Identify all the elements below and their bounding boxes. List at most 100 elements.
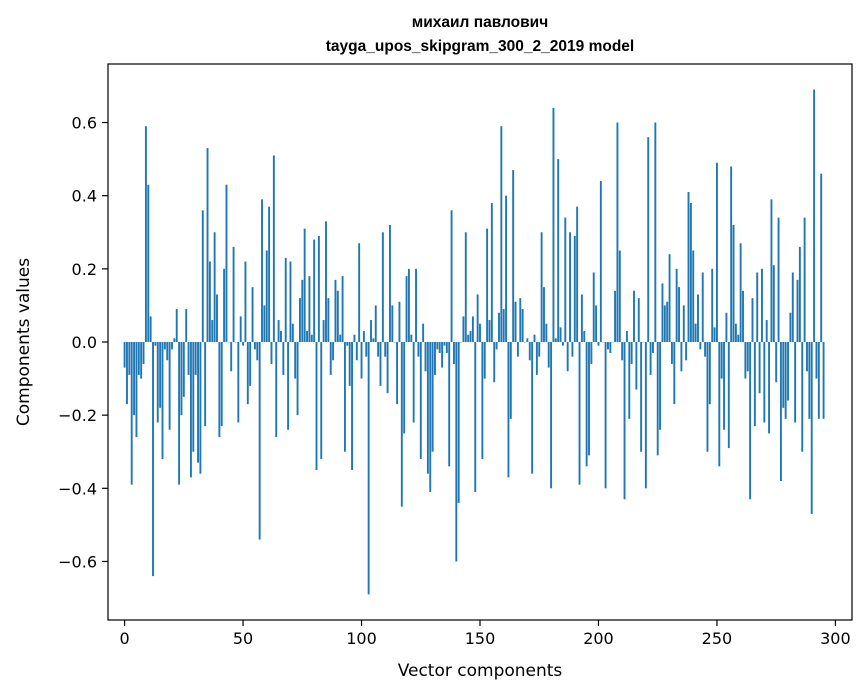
bar-series [123, 89, 825, 595]
bar-281 [789, 312, 792, 342]
bar-78 [308, 276, 311, 342]
bar-285 [798, 246, 801, 342]
bar-104 [370, 320, 372, 342]
bar-22 [175, 309, 178, 342]
bar-214 [630, 342, 633, 364]
bar-282 [791, 272, 794, 342]
bar-248 [711, 268, 714, 342]
bar-289 [808, 342, 811, 419]
bar-147 [471, 316, 474, 342]
bar-165 [514, 301, 517, 342]
bar-262 [744, 342, 747, 379]
bar-231 [670, 342, 673, 364]
bar-144 [464, 232, 467, 342]
bar-273 [770, 199, 773, 342]
bar-224 [654, 122, 657, 342]
bar-292 [815, 342, 818, 379]
bar-161 [505, 195, 508, 342]
x-tick-label-150: 150 [465, 629, 496, 648]
bar-116 [398, 301, 401, 342]
bar-55 [253, 342, 256, 350]
bar-154 [488, 320, 491, 342]
bar-41 [220, 342, 223, 427]
bar-234 [678, 287, 680, 342]
bar-25 [182, 342, 185, 397]
bar-186 [564, 217, 567, 342]
bar-4 [133, 342, 136, 416]
bar-158 [498, 312, 500, 342]
bar-255 [727, 342, 730, 449]
bar-2 [128, 342, 131, 375]
bar-135 [443, 342, 446, 346]
bar-225 [656, 342, 659, 456]
x-tick-label-200: 200 [583, 629, 614, 648]
bar-230 [668, 254, 671, 342]
bar-85 [325, 221, 327, 342]
bar-38 [213, 232, 216, 342]
bar-170 [526, 338, 529, 342]
bar-291 [813, 89, 816, 342]
bar-124 [417, 342, 420, 357]
bar-276 [777, 217, 780, 342]
bar-162 [507, 342, 510, 478]
bar-80 [313, 239, 316, 342]
bar-132 [436, 342, 439, 350]
bar-183 [557, 159, 560, 342]
x-tick-label-300: 300 [820, 629, 851, 648]
bar-145 [467, 334, 470, 342]
bar-243 [699, 342, 702, 350]
bar-181 [552, 107, 555, 342]
bar-263 [746, 342, 749, 372]
bar-221 [647, 137, 650, 342]
bar-130 [431, 342, 434, 452]
bar-251 [718, 342, 721, 467]
bar-96 [351, 342, 353, 471]
bar-258 [734, 323, 737, 342]
bar-46 [232, 246, 235, 342]
bar-203 [604, 342, 607, 489]
bar-31 [197, 342, 199, 463]
bar-15 [159, 342, 162, 408]
bar-18 [166, 342, 169, 361]
bar-268 [758, 342, 761, 394]
bar-193 [580, 294, 583, 342]
bar-62 [270, 342, 273, 364]
bar-236 [682, 305, 685, 342]
bar-27 [187, 342, 190, 375]
bar-159 [500, 126, 503, 343]
bar-108 [379, 342, 382, 386]
bar-92 [341, 276, 344, 342]
bar-208 [616, 122, 619, 342]
bar-269 [761, 268, 763, 342]
bar-294 [820, 173, 823, 342]
bar-237 [685, 342, 688, 361]
bar-45 [230, 342, 233, 372]
bar-129 [429, 342, 432, 492]
y-tick-label-5: 0.4 [72, 187, 97, 206]
bar-153 [486, 228, 489, 342]
bar-125 [419, 342, 422, 460]
bar-223 [652, 342, 654, 353]
bar-58 [261, 199, 263, 342]
bar-252 [720, 342, 723, 379]
bar-157 [495, 342, 498, 350]
bar-233 [675, 268, 678, 342]
bar-87 [329, 342, 332, 375]
bar-11 [149, 316, 152, 342]
bar-106 [374, 305, 377, 342]
bar-212 [625, 331, 628, 342]
bar-54 [251, 287, 254, 342]
bar-21 [173, 338, 176, 342]
bar-150 [479, 323, 481, 342]
bar-286 [801, 342, 804, 452]
bar-266 [753, 342, 756, 427]
bar-9 [144, 126, 147, 343]
bar-131 [434, 342, 436, 375]
bar-274 [772, 265, 775, 342]
bar-287 [803, 217, 806, 342]
bar-196 [588, 342, 590, 456]
bar-0 [123, 342, 126, 368]
bar-88 [332, 342, 335, 361]
bar-211 [623, 342, 626, 500]
